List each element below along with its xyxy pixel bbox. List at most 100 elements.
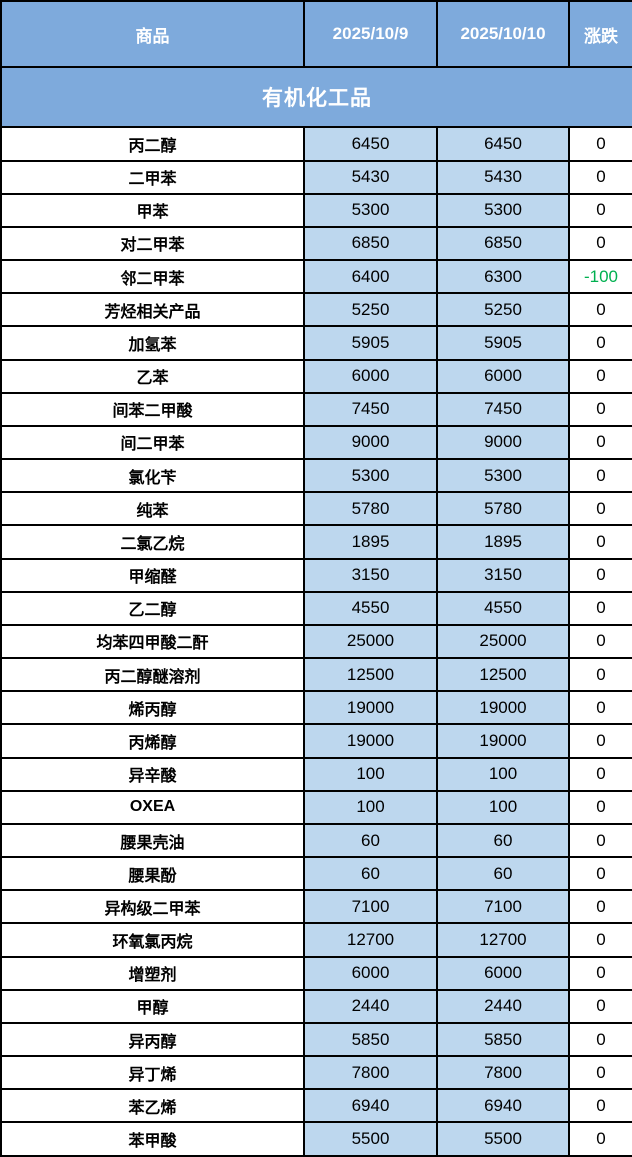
table-row: 间苯二甲酸 7450 7450 0 (0, 391, 632, 427)
price-date-1: 4550 (303, 590, 438, 626)
table-row: 苯乙烯 6940 6940 0 (0, 1088, 632, 1124)
change-value: 0 (568, 458, 632, 494)
commodity-name: 烯丙醇 (0, 690, 305, 726)
price-date-1: 5300 (303, 192, 438, 228)
commodity-name: 异丙醇 (0, 1021, 305, 1058)
price-date-1: 1895 (303, 524, 438, 560)
col-header-date-1: 2025/10/9 (303, 0, 438, 68)
change-value: 0 (568, 391, 632, 427)
change-value: 0 (568, 657, 632, 693)
price-date-1: 5300 (303, 458, 438, 494)
price-date-1: 60 (303, 822, 438, 859)
price-date-2: 60 (436, 822, 570, 859)
price-date-2: 19000 (436, 690, 570, 726)
price-date-1: 6400 (303, 259, 438, 295)
commodity-name: OXEA (0, 789, 305, 825)
price-date-2: 12700 (436, 922, 570, 958)
price-date-1: 5850 (303, 1021, 438, 1058)
price-date-2: 19000 (436, 723, 570, 759)
commodity-name: 丙二醇 (0, 126, 305, 162)
price-date-1: 12500 (303, 657, 438, 693)
price-date-2: 100 (436, 756, 570, 792)
commodity-name: 邻二甲苯 (0, 259, 305, 295)
change-value: 0 (568, 424, 632, 461)
table-row: 甲醇 2440 2440 0 (0, 988, 632, 1024)
table-row: OXEA 100 100 0 (0, 789, 632, 825)
table-row: 对二甲苯 6850 6850 0 (0, 225, 632, 262)
change-value: 0 (568, 1088, 632, 1124)
change-value: 0 (568, 690, 632, 726)
price-date-1: 25000 (303, 623, 438, 660)
price-date-2: 1895 (436, 524, 570, 560)
table-row: 丙烯醇 19000 19000 0 (0, 723, 632, 759)
commodity-name: 腰果壳油 (0, 822, 305, 859)
price-date-2: 9000 (436, 424, 570, 461)
price-date-2: 12500 (436, 657, 570, 693)
commodity-name: 乙苯 (0, 358, 305, 394)
table-row: 加氢苯 5905 5905 0 (0, 325, 632, 361)
price-date-2: 3150 (436, 557, 570, 593)
commodity-name: 二甲苯 (0, 159, 305, 195)
table-row: 异丁烯 7800 7800 0 (0, 1055, 632, 1091)
price-date-2: 60 (436, 856, 570, 892)
change-value: 0 (568, 292, 632, 328)
price-date-2: 7800 (436, 1055, 570, 1091)
price-date-1: 6940 (303, 1088, 438, 1124)
change-value: 0 (568, 922, 632, 958)
commodity-name: 甲苯 (0, 192, 305, 228)
price-date-2: 6450 (436, 126, 570, 162)
table-header: 商品 2025/10/9 2025/10/10 涨跌 (0, 0, 632, 68)
table-row: 丙二醇醚溶剂 12500 12500 0 (0, 657, 632, 693)
price-date-1: 5500 (303, 1121, 438, 1157)
commodity-name: 甲醇 (0, 988, 305, 1024)
price-date-1: 5780 (303, 491, 438, 527)
change-value: 0 (568, 225, 632, 262)
commodity-name: 芳烃相关产品 (0, 292, 305, 328)
col-header-change: 涨跌 (568, 0, 632, 68)
price-date-2: 25000 (436, 623, 570, 660)
price-date-2: 5250 (436, 292, 570, 328)
price-date-1: 6000 (303, 358, 438, 394)
price-date-1: 5905 (303, 325, 438, 361)
price-date-2: 100 (436, 789, 570, 825)
price-date-2: 6940 (436, 1088, 570, 1124)
price-date-1: 5430 (303, 159, 438, 195)
price-date-1: 7100 (303, 889, 438, 925)
commodity-name: 二氯乙烷 (0, 524, 305, 560)
commodity-name: 环氧氯丙烷 (0, 922, 305, 958)
change-value: -100 (568, 259, 632, 295)
table-row: 苯甲酸 5500 5500 0 (0, 1121, 632, 1157)
price-date-2: 5430 (436, 159, 570, 195)
price-date-1: 6850 (303, 225, 438, 262)
price-date-2: 6000 (436, 358, 570, 394)
commodity-name: 增塑剂 (0, 955, 305, 991)
change-value: 0 (568, 856, 632, 892)
change-value: 0 (568, 192, 632, 228)
change-value: 0 (568, 159, 632, 195)
commodity-name: 加氢苯 (0, 325, 305, 361)
table-row: 均苯四甲酸二酐 25000 25000 0 (0, 623, 632, 660)
table-row: 腰果壳油 60 60 0 (0, 822, 632, 859)
table-row: 氯化苄 5300 5300 0 (0, 458, 632, 494)
price-date-1: 9000 (303, 424, 438, 461)
table-body: 有机化工品 丙二醇 6450 6450 0 二甲苯 5430 5430 0 甲苯… (0, 65, 632, 1157)
table-row: 甲缩醛 3150 3150 0 (0, 557, 632, 593)
price-date-1: 7800 (303, 1055, 438, 1091)
commodity-name: 异构级二甲苯 (0, 889, 305, 925)
commodity-name: 间二甲苯 (0, 424, 305, 461)
commodity-name: 丙烯醇 (0, 723, 305, 759)
change-value: 0 (568, 889, 632, 925)
price-date-2: 7450 (436, 391, 570, 427)
change-value: 0 (568, 325, 632, 361)
price-date-2: 5500 (436, 1121, 570, 1157)
table-row: 间二甲苯 9000 9000 0 (0, 424, 632, 461)
change-value: 0 (568, 789, 632, 825)
price-date-2: 5300 (436, 192, 570, 228)
section-title: 有机化工品 (0, 65, 632, 129)
change-value: 0 (568, 1021, 632, 1058)
table-row: 芳烃相关产品 5250 5250 0 (0, 292, 632, 328)
table-row: 纯苯 5780 5780 0 (0, 491, 632, 527)
price-date-1: 100 (303, 756, 438, 792)
